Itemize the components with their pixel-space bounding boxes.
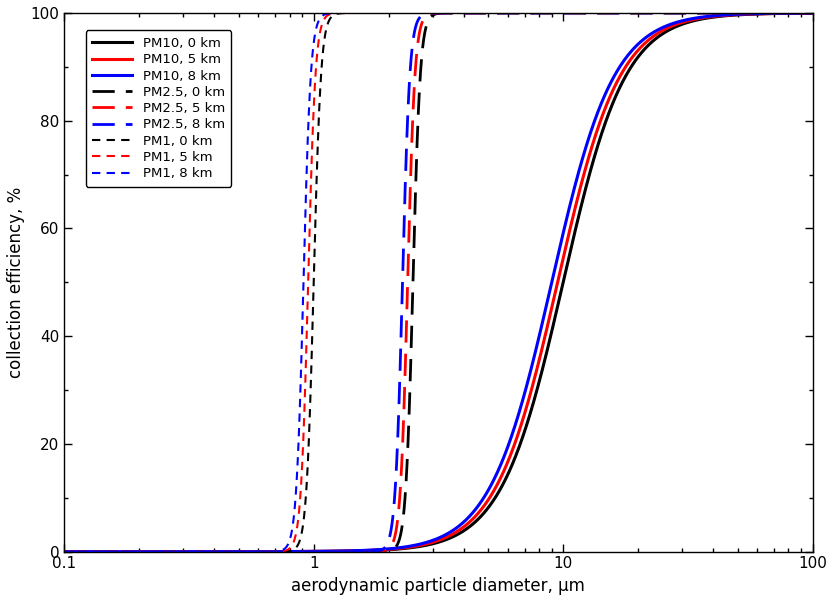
Legend: PM10, 0 km, PM10, 5 km, PM10, 8 km, PM2.5, 0 km, PM2.5, 5 km, PM2.5, 8 km, PM1, : PM10, 0 km, PM10, 5 km, PM10, 8 km, PM2.… [86, 30, 231, 187]
X-axis label: aerodynamic particle diameter, μm: aerodynamic particle diameter, μm [292, 577, 585, 595]
Y-axis label: collection efficiency, %: collection efficiency, % [7, 187, 25, 378]
